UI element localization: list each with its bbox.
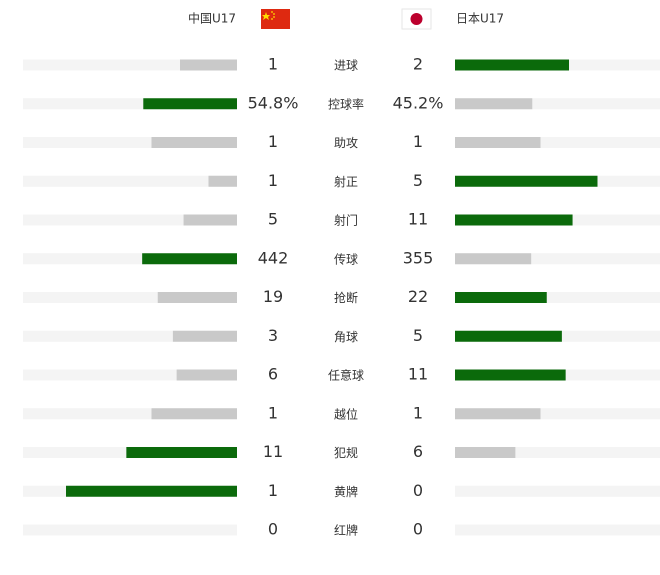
bar-track: [455, 292, 660, 303]
bar: [143, 98, 237, 110]
bar-track: [455, 485, 660, 497]
value-label: 1: [268, 171, 278, 190]
bar-track: [23, 330, 237, 342]
value-label: 19: [263, 287, 283, 306]
value-label: 6: [413, 442, 423, 461]
value-label: 1: [268, 481, 278, 500]
stat-name: 任意球: [328, 368, 364, 383]
bar-track: [23, 408, 237, 420]
value-label: 11: [408, 210, 428, 229]
value-label: 5: [413, 326, 423, 345]
bar-track: [23, 369, 237, 381]
stat-name: 射正: [334, 174, 358, 189]
stat-name: 控球率: [328, 96, 364, 111]
bar-track: [23, 59, 237, 71]
bar: [151, 137, 237, 148]
value-label: 5: [413, 171, 423, 190]
bar: [66, 485, 237, 497]
value-label: 1: [413, 403, 423, 422]
bar-track: [23, 292, 237, 303]
stat-name: 越位: [334, 406, 358, 421]
value-label: 11: [263, 442, 283, 461]
bar: [180, 59, 237, 71]
bar-track: [455, 408, 660, 420]
value-label: 0: [268, 520, 278, 539]
value-label: 1: [413, 132, 423, 151]
bar: [455, 137, 541, 148]
bar: [183, 214, 237, 226]
value-label: 0: [413, 520, 423, 539]
bar-track: [455, 137, 660, 148]
bar: [455, 175, 598, 187]
bar: [142, 253, 237, 265]
team-name: 中国U17: [188, 11, 236, 26]
flag-china: [261, 9, 290, 29]
bar: [455, 59, 569, 71]
bar: [157, 292, 237, 303]
value-label: 3: [268, 326, 278, 345]
value-label: 2: [413, 55, 423, 74]
bar: [455, 253, 532, 265]
value-label: 1: [268, 403, 278, 422]
bar: [455, 447, 516, 458]
flag-japan: [401, 8, 432, 30]
bar-track: [23, 253, 237, 265]
value-label: 355: [403, 248, 434, 267]
bar-track: [23, 175, 237, 187]
bar: [208, 175, 237, 187]
bar-track: [23, 524, 237, 536]
bar-track: [23, 98, 237, 110]
value-label: 442: [258, 248, 289, 267]
stat-name: 犯规: [334, 445, 358, 460]
bar: [172, 330, 237, 342]
bar: [455, 330, 562, 342]
value-label: 5: [268, 210, 278, 229]
bar-track: [23, 137, 237, 148]
bar: [151, 408, 237, 420]
stat-name: 角球: [334, 330, 358, 344]
bar: [455, 292, 547, 303]
value-label: 22: [408, 287, 428, 306]
stat-name: 助攻: [334, 136, 358, 150]
bar-track: [23, 214, 237, 226]
stat-name: 传球: [334, 251, 358, 266]
stat-name: 黄牌: [334, 485, 358, 499]
bar-track: [455, 447, 660, 458]
bar-track: [455, 98, 660, 110]
stat-name: 进球: [334, 59, 358, 73]
value-label: 6: [268, 365, 278, 384]
value-label: 54.8%: [248, 93, 299, 112]
bar: [455, 408, 541, 420]
team-name: 日本U17: [456, 12, 504, 26]
stat-name: 抢断: [334, 290, 358, 305]
bar: [455, 214, 573, 226]
bar: [126, 447, 237, 458]
value-label: 1: [268, 132, 278, 151]
value-label: 11: [408, 365, 428, 384]
bar: [455, 98, 533, 110]
stat-name: 射门: [334, 213, 358, 228]
bar-track: [455, 253, 660, 265]
value-label: 1: [268, 55, 278, 74]
value-label: 45.2%: [393, 93, 444, 112]
bar-track: [455, 524, 660, 536]
value-label: 0: [413, 481, 423, 500]
stat-name: 红牌: [334, 523, 358, 538]
bar: [176, 369, 237, 381]
bar: [455, 369, 566, 381]
